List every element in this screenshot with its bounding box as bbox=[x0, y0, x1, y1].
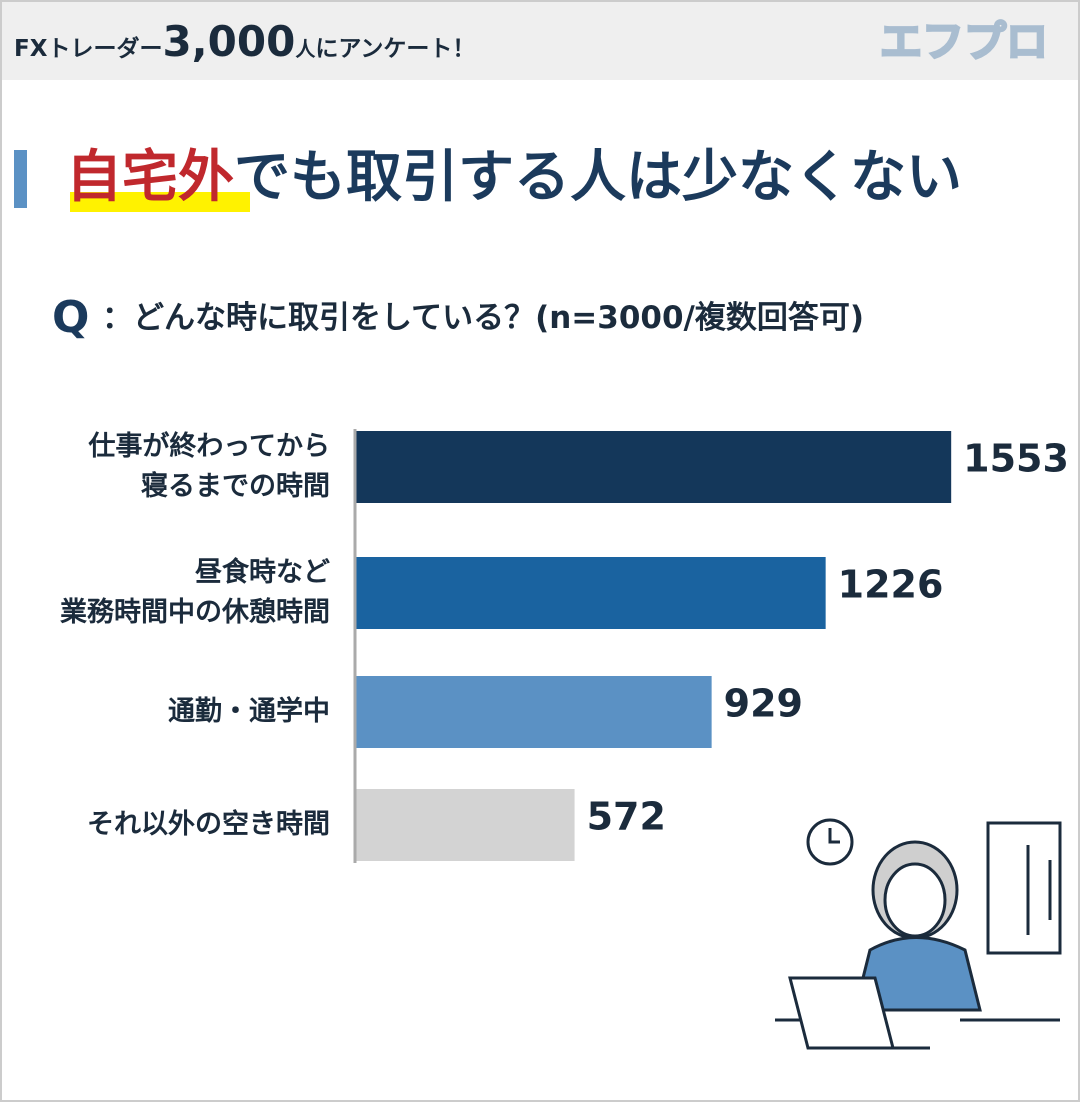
bar bbox=[355, 789, 575, 861]
question: ：どんな時に取引をしている？(n=3000/複数回答可) bbox=[102, 300, 864, 336]
title-rest: でも取引する人は少なくない bbox=[234, 145, 962, 210]
category-label: 昼食時など 業務時間中の休憩時間 bbox=[60, 557, 330, 628]
title: 自宅外でも取引する人は少なくない bbox=[66, 145, 962, 210]
header-count: 3,000 bbox=[162, 17, 295, 66]
bar bbox=[355, 676, 712, 748]
bar bbox=[355, 557, 826, 629]
category-label: 仕事が終わってから 寝るまでの時間 bbox=[88, 431, 330, 502]
header-suffix: にアンケート！ bbox=[315, 36, 475, 62]
title-highlight-bar bbox=[70, 192, 250, 212]
bar bbox=[355, 431, 952, 503]
value-label: 929 bbox=[724, 682, 803, 726]
logo: エフプロ bbox=[880, 17, 1048, 66]
value-label: 1553 bbox=[963, 437, 1069, 481]
header-unit: 人 bbox=[295, 37, 316, 61]
category-label: 通勤・通学中 bbox=[168, 696, 330, 727]
value-label: 1226 bbox=[838, 563, 944, 607]
question-mark: Q bbox=[52, 292, 89, 343]
illustration bbox=[775, 818, 1062, 1050]
header-text: FXトレーダー3,000人にアンケート！ bbox=[14, 17, 475, 66]
title-marker bbox=[14, 150, 27, 208]
header-band bbox=[2, 2, 1078, 80]
value-label: 572 bbox=[587, 795, 666, 839]
title-highlight: 自宅外 bbox=[66, 145, 234, 210]
category-label: それ以外の空き時間 bbox=[87, 809, 330, 840]
header-prefix: FXトレーダー bbox=[14, 35, 162, 62]
